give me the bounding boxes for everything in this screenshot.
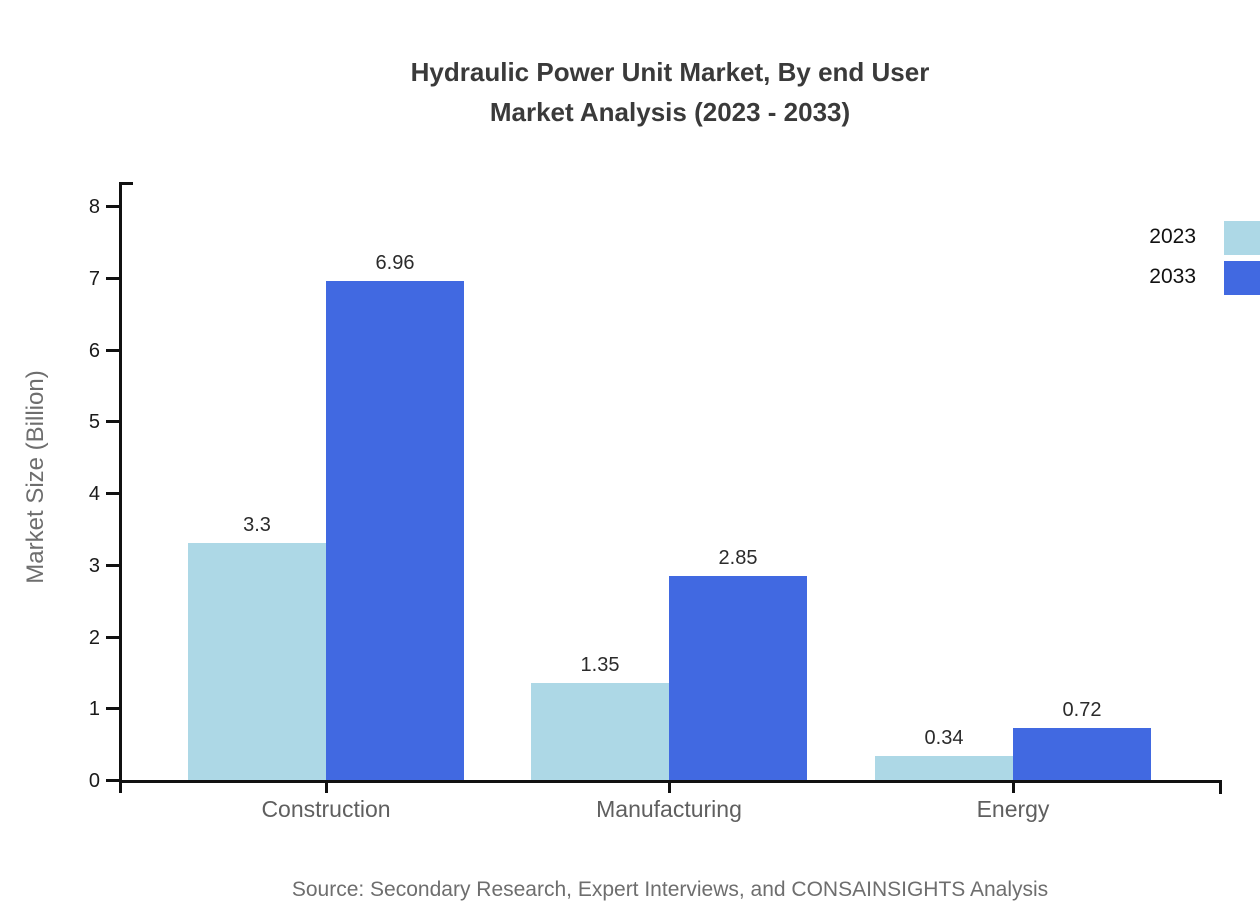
- bar-value-label: 3.3: [243, 514, 271, 537]
- y-axis-tick-label: 8: [88, 196, 100, 218]
- legend-label-2033: 2033: [1149, 265, 1196, 288]
- y-axis-tick: [106, 492, 119, 495]
- y-axis-tick-label: 5: [88, 411, 100, 434]
- y-axis-tick: [106, 420, 119, 424]
- bar-2033-manufacturing: [669, 575, 807, 780]
- x-axis-tick: [668, 780, 671, 793]
- y-axis-tick: [106, 563, 119, 567]
- y-axis-tick: [106, 779, 119, 782]
- y-axis-tick-label: 1: [88, 698, 100, 721]
- y-axis-tick: [106, 348, 119, 352]
- bar-2023-energy: [875, 755, 1013, 780]
- bar-value-label: 0.34: [924, 726, 964, 749]
- chart-title-line2: Market Analysis (2023 - 2033): [489, 97, 851, 127]
- y-axis-tick-label: 3: [88, 554, 100, 577]
- y-axis-tick-label: 0: [88, 770, 100, 792]
- legend-swatch-2033: [1224, 261, 1260, 295]
- bar-value-label: 6.96: [375, 251, 415, 274]
- bar-2033-construction: [326, 280, 464, 780]
- y-axis-tick-label: 4: [88, 483, 100, 505]
- bar-2033-energy: [1013, 728, 1151, 780]
- x-axis-end-cap: [1219, 780, 1222, 794]
- y-axis-tick: [106, 707, 119, 711]
- y-axis-tick-label: 2: [88, 626, 100, 649]
- x-axis-tick: [1012, 780, 1015, 793]
- x-axis-category-label: Construction: [261, 796, 391, 822]
- bar-value-label: 0.72: [1062, 699, 1102, 722]
- source-note: Source: Secondary Research, Expert Inter…: [291, 878, 1049, 901]
- bar-value-label: 2.85: [718, 546, 758, 569]
- x-axis-category-label: Manufacturing: [596, 796, 742, 822]
- y-axis-line: [119, 182, 122, 793]
- y-axis-tick-label: 7: [88, 267, 100, 290]
- y-axis-tick: [106, 205, 119, 208]
- y-axis-end-cap: [119, 182, 133, 185]
- chart-title: Hydraulic Power Unit Market, By end User…: [80, 52, 1260, 132]
- chart-title-line1: Hydraulic Power Unit Market, By end User: [410, 57, 930, 87]
- y-axis-tick: [106, 635, 119, 639]
- y-axis-tick: [106, 276, 119, 280]
- legend-label-2023: 2023: [1149, 225, 1196, 248]
- y-axis-tick-label: 6: [88, 339, 100, 362]
- bar-2023-manufacturing: [531, 683, 669, 780]
- x-axis-category-label: Energy: [976, 796, 1050, 822]
- bar-value-label: 1.35: [580, 654, 620, 677]
- x-axis-tick: [325, 780, 328, 793]
- bar-2023-construction: [188, 543, 326, 780]
- legend-swatch-2023: [1224, 221, 1260, 255]
